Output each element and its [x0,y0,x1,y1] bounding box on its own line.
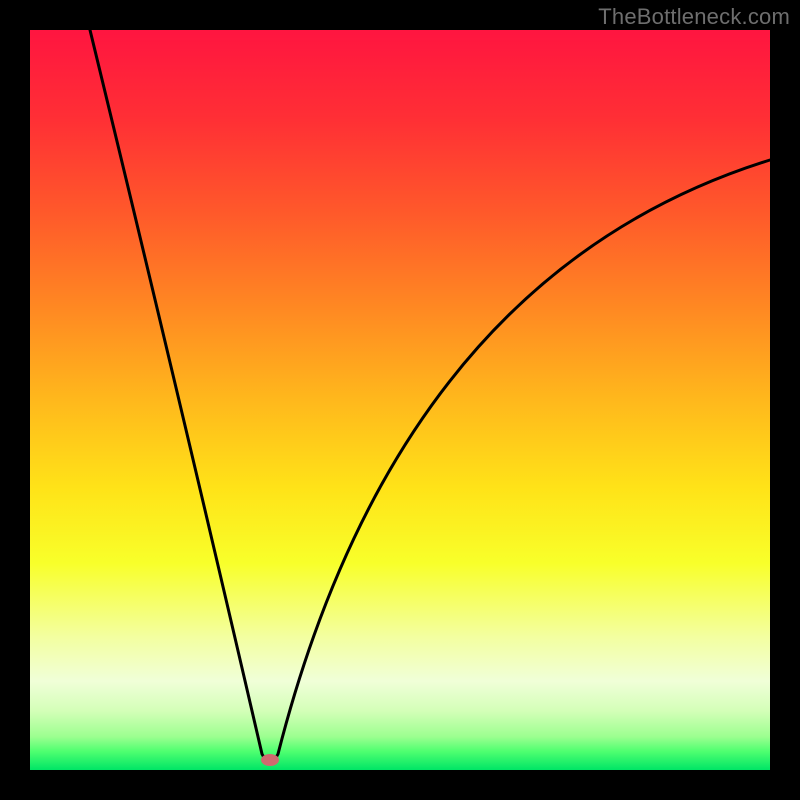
bottleneck-chart [0,0,800,800]
optimum-marker [261,754,279,766]
watermark-text: TheBottleneck.com [598,4,790,30]
chart-container: TheBottleneck.com [0,0,800,800]
plot-area [30,30,770,770]
